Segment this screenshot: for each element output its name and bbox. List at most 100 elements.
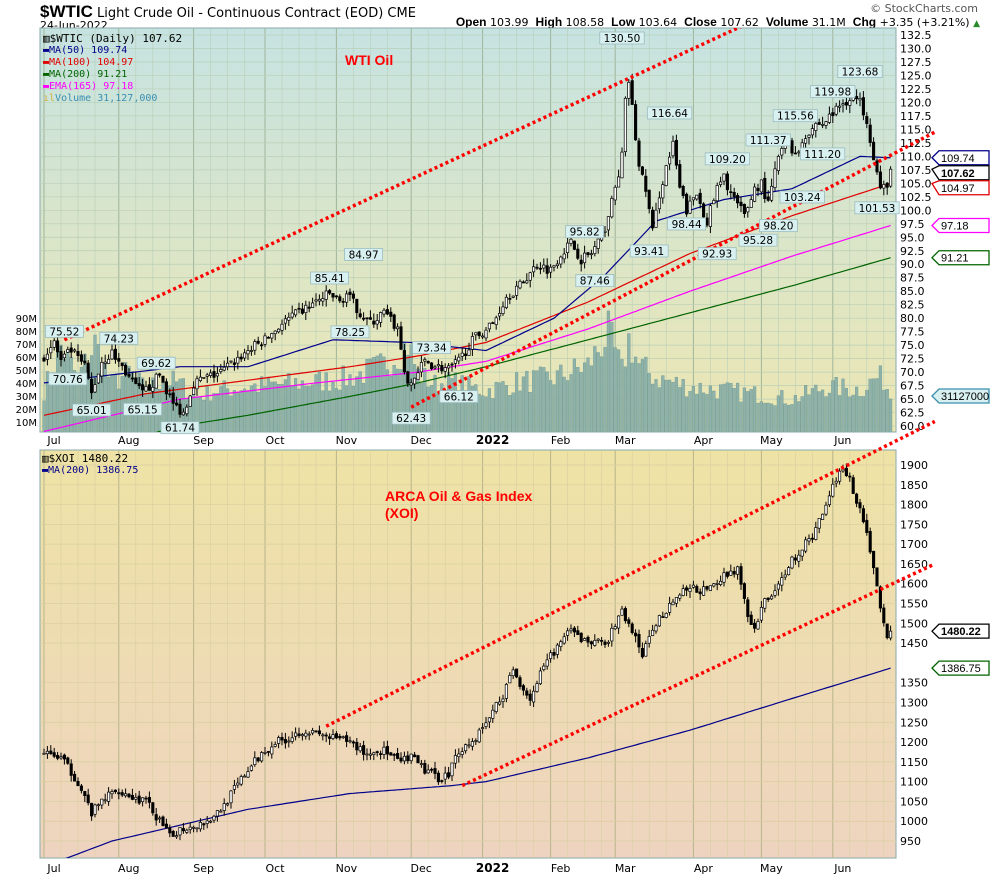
xoi-candle (266, 751, 270, 753)
y-tick-label: 100.0 (900, 204, 932, 217)
x-tick-label: Dec (411, 434, 432, 447)
volume-bar (481, 395, 485, 432)
price-label: 74.23 (99, 331, 139, 345)
xoi-candle (542, 665, 546, 670)
volume-bar (671, 382, 675, 432)
wti-candle (86, 362, 90, 379)
price-label-text: 130.50 (604, 33, 641, 45)
volume-bar (222, 380, 226, 432)
wti-candle (549, 266, 553, 273)
wti-candle (161, 375, 165, 383)
y-tick-label: 1000 (900, 815, 928, 828)
xoi-candle (73, 773, 77, 782)
wti-candle (572, 240, 576, 250)
volume-bar (698, 382, 702, 432)
xoi-candle (661, 616, 665, 618)
price-label-box (647, 106, 693, 120)
price-label-text: 66.12 (444, 392, 474, 404)
volume-bar (382, 356, 386, 432)
xoi-candle (164, 823, 168, 828)
xoi-candle (300, 734, 304, 737)
wti-candle (593, 246, 597, 255)
wti-candle (266, 336, 270, 339)
wti-candle (844, 101, 848, 106)
xoi-candle (307, 733, 311, 736)
volume-bar (477, 393, 481, 432)
wti-candle (504, 296, 508, 308)
volume-bar (198, 396, 202, 432)
price-label: 109.20 (704, 152, 751, 166)
wti-candle (739, 201, 743, 207)
chart-header-title: $WTIC Light Crude Oil - Continuous Contr… (40, 2, 416, 22)
value-tag-box (931, 150, 990, 166)
wti-candle (668, 156, 672, 165)
volume-bar (712, 390, 716, 432)
wti-candle (236, 356, 240, 364)
xoi-candle (355, 741, 359, 751)
volume-bar (763, 402, 767, 432)
wti-candle (756, 187, 760, 192)
volume-bar (770, 403, 774, 432)
volume-bar (219, 386, 223, 432)
volume-bar (450, 378, 454, 432)
price-label-text: 69.62 (141, 358, 171, 370)
volume-bar (715, 398, 719, 432)
xoi-candle (215, 810, 219, 817)
candle-icon: ▥ (42, 452, 49, 465)
price-label-text: 123.68 (842, 67, 879, 79)
wti-candle (69, 347, 73, 353)
price-label-box (704, 152, 751, 166)
y-tick-label: 122.5 (900, 83, 932, 96)
wti-candle (202, 377, 206, 379)
wti-candle (436, 364, 440, 367)
price-label: 75.52 (45, 324, 84, 338)
high-value: 108.58 (565, 16, 605, 29)
volume-bar (644, 356, 648, 432)
volume-bar (168, 385, 172, 432)
xoi-candle (239, 776, 243, 785)
volume-bar (885, 389, 889, 432)
wti-candle (719, 181, 723, 185)
wti-candle (831, 112, 835, 117)
price-label: 95.28 (738, 233, 778, 247)
xoi-candle (154, 814, 158, 821)
brand-logo[interactable]: © StockCharts.com (870, 2, 978, 15)
value-tag-box (931, 388, 990, 404)
value-tag-box (931, 250, 990, 266)
xoi-candle (246, 771, 250, 778)
y-tick-label: 1550 (900, 598, 928, 611)
volume-bar (202, 399, 206, 432)
ma100-line (43, 182, 891, 416)
volume-bar (674, 376, 678, 432)
xoi-candle (532, 690, 536, 703)
wti-candle (491, 322, 495, 324)
wti-candle (175, 402, 179, 406)
x-tick-label: Dec (411, 862, 432, 875)
xoi-candle (372, 752, 376, 755)
wti-candle (273, 330, 277, 335)
wti-candle (243, 352, 247, 359)
price-label-text: 75.52 (49, 326, 79, 338)
volume-bar (545, 371, 549, 432)
xoi-candle (351, 741, 355, 744)
price-label-text: 78.25 (335, 327, 365, 339)
volume-tick-label: 60M (16, 353, 37, 364)
xoi-panel-bg (39, 449, 897, 859)
wti-candle (181, 411, 185, 416)
wti-annotation: WTI Oil (345, 52, 394, 68)
volume-bar (484, 396, 488, 432)
xoi-candle (317, 730, 321, 735)
xoi-candle (725, 571, 729, 577)
y-tick-label: 1500 (900, 617, 928, 630)
wti-candle (134, 377, 138, 384)
wti-candle (712, 200, 716, 205)
xoi-candle (358, 746, 362, 752)
xoi-candle (144, 797, 148, 800)
volume-bar (875, 378, 879, 432)
value-tag-text: 107.62 (941, 168, 975, 180)
volume-bar (637, 363, 641, 432)
volume-bar (532, 370, 536, 432)
wti-candle (453, 359, 457, 364)
xoi-candle (457, 753, 461, 758)
xoi-candle (664, 613, 668, 618)
